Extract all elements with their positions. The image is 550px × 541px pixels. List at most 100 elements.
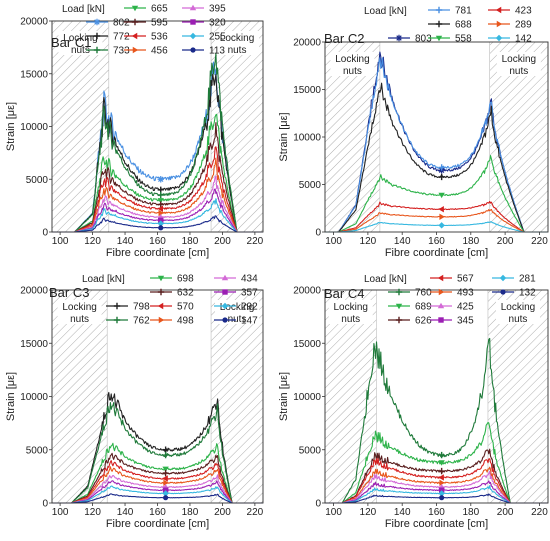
legend-entry: 595	[124, 18, 168, 29]
zone-label: Locking	[333, 302, 367, 313]
y-tick-label: 10000	[293, 133, 321, 144]
x-tick-label: 120	[84, 236, 101, 247]
x-tick-label: 100	[325, 236, 342, 247]
marker	[93, 18, 101, 26]
legend-entry: 498	[150, 316, 194, 327]
x-tick-label: 140	[394, 236, 411, 247]
legend-label: 536	[151, 32, 168, 43]
marker	[131, 18, 139, 26]
zone-label: Locking	[62, 302, 96, 313]
marker	[93, 46, 101, 54]
y-tick-label: 10000	[20, 392, 48, 403]
legend-label: 289	[515, 20, 532, 31]
y-tick-label: 20000	[20, 286, 48, 297]
series-line-665	[52, 113, 263, 233]
y-tick-label: 15000	[293, 339, 321, 350]
legend-entry: 456	[124, 46, 168, 57]
legend-entry: 689	[388, 302, 432, 313]
legend-entry: 802	[86, 18, 130, 29]
y-tick-label: 10000	[20, 122, 48, 133]
x-axis-label: Fibre coordinate [cm]	[385, 247, 488, 259]
x-axis-label: Fibre coordinate [cm]	[385, 518, 488, 530]
marker	[221, 274, 229, 281]
y-tick-label: 0	[315, 228, 321, 239]
locking-nut-zone	[51, 289, 108, 504]
marker	[438, 317, 444, 323]
marker	[93, 32, 101, 40]
zone-label-bg	[58, 31, 103, 43]
marker	[162, 451, 169, 459]
zone-label-bg	[57, 300, 102, 312]
marker	[438, 164, 445, 171]
legend-label: 803	[415, 34, 432, 45]
y-tick-label: 15000	[293, 85, 321, 96]
marker	[438, 288, 445, 296]
zone-label: nuts	[509, 66, 528, 77]
marker	[157, 275, 165, 282]
marker	[163, 479, 169, 486]
legend-entry: 289	[488, 20, 532, 31]
x-tick-label: 220	[247, 507, 264, 518]
y-axis-label: Strain [με]	[278, 112, 290, 161]
marker	[395, 303, 403, 310]
y-tick-label: 5000	[299, 180, 322, 191]
series-line-289	[325, 208, 548, 233]
x-tick-label: 220	[531, 236, 548, 247]
legend-entry: 781	[428, 6, 472, 17]
series-line-558	[325, 155, 548, 233]
marker	[395, 288, 403, 296]
legend-label: 762	[133, 316, 150, 327]
marker	[496, 20, 503, 28]
marker	[438, 490, 445, 497]
marker	[438, 173, 445, 181]
marker	[190, 19, 196, 25]
legend-entry: 803	[388, 34, 432, 45]
marker	[131, 5, 139, 12]
legend-label: 689	[415, 302, 432, 313]
y-tick-label: 5000	[299, 445, 322, 456]
legend-entry: 113	[182, 46, 225, 57]
series-line-423	[325, 200, 548, 233]
chart-title: Bar C3	[49, 285, 89, 300]
marker	[162, 469, 169, 477]
legend-label: 113	[209, 46, 225, 57]
legend-label: 626	[415, 316, 432, 327]
zone-label-bg	[496, 52, 541, 64]
marker	[439, 213, 445, 220]
legend-label: 142	[515, 34, 532, 45]
zone-label-bg	[57, 312, 102, 324]
legend-entry: 733	[86, 46, 130, 57]
marker	[131, 32, 138, 40]
legend-entry: 558	[428, 34, 472, 45]
marker	[438, 222, 445, 229]
marker	[495, 6, 502, 14]
zone-label: Locking	[63, 33, 97, 44]
x-tick-label: 180	[182, 236, 199, 247]
legend-label: 570	[177, 302, 194, 313]
legend-entry: 357	[214, 288, 258, 299]
legend-entry: 798	[106, 302, 150, 313]
marker	[157, 288, 165, 296]
legend-label: 698	[177, 274, 194, 285]
zone-label-bg	[58, 43, 103, 55]
legend-label: 493	[457, 288, 474, 299]
legend-entry: 281	[492, 274, 536, 285]
legend-label: 665	[151, 4, 168, 15]
marker	[222, 289, 228, 295]
y-tick-label: 5000	[26, 175, 49, 186]
y-tick-label: 20000	[293, 286, 321, 297]
legend-label: 632	[177, 288, 194, 299]
series-line-688	[325, 82, 548, 233]
x-axis-label: Fibre coordinate [cm]	[106, 247, 209, 259]
legend-label: 558	[455, 34, 472, 45]
zone-label-bg	[495, 312, 540, 324]
y-axis-label: Strain [με]	[5, 372, 17, 421]
legend-entry: 665	[124, 4, 168, 15]
x-tick-label: 160	[149, 507, 166, 518]
zone-label: Locking	[335, 54, 369, 65]
series-line-357	[52, 480, 263, 504]
marker	[437, 274, 444, 282]
